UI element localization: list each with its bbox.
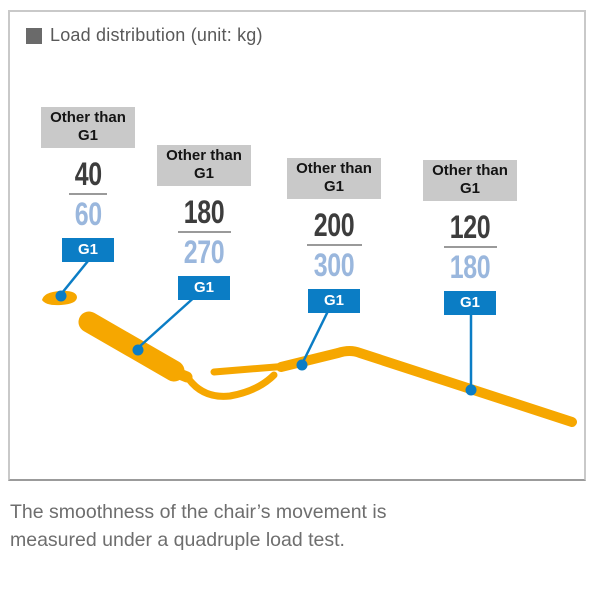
label-line-2: G1: [459, 180, 480, 198]
load-callout-1: Other than G1 40 60 G1: [28, 107, 148, 262]
callout-line-1: [61, 260, 89, 294]
callout-line-3: [301, 306, 332, 363]
load-callout-4: Other than G1 120 180 G1: [410, 160, 530, 315]
fraction-divider: [443, 245, 497, 248]
load-value-g1: 300: [313, 246, 355, 283]
other-than-g1-label: Other than G1: [41, 107, 135, 148]
fraction-divider: [306, 243, 362, 246]
data-point-dot-4: [465, 384, 477, 396]
other-than-g1-label: Other than G1: [423, 160, 517, 201]
fraction-divider: [69, 192, 107, 195]
caption-line-2: measured under a quadruple load test.: [10, 528, 345, 551]
panel-header: Load distribution (unit: kg): [26, 25, 263, 46]
fraction-divider: [177, 230, 231, 233]
load-callout-3: Other than G1 200 300 G1: [274, 158, 394, 313]
g1-badge: G1: [307, 288, 360, 313]
load-value-other: 40: [74, 155, 102, 192]
figure-caption: The smoothness of the chair’s movement i…: [10, 499, 386, 554]
load-value-g1: 180: [449, 248, 491, 285]
load-value-other: 200: [313, 206, 355, 243]
load-value-other: 120: [449, 208, 491, 245]
label-line-1: Other than: [432, 162, 508, 179]
load-value-g1: 270: [183, 233, 225, 270]
g1-badge: G1: [61, 237, 114, 262]
panel-title: Load distribution (unit: kg): [50, 25, 263, 45]
label-line-1: Other than: [296, 160, 372, 177]
data-point-dot-1: [55, 290, 67, 302]
label-line-1: Other than: [50, 109, 126, 126]
load-value-other: 180: [183, 193, 225, 230]
label-line-1: Other than: [166, 147, 242, 164]
caption-line-1: The smoothness of the chair’s movement i…: [10, 501, 387, 523]
other-than-g1-label: Other than G1: [287, 158, 381, 199]
load-callout-2: Other than G1 180 270 G1: [144, 145, 264, 300]
g1-badge: G1: [177, 275, 230, 300]
backrest-shape: [78, 311, 185, 382]
seat-line-shape: [210, 362, 292, 376]
backrest-taper-shape: [166, 365, 193, 383]
seat-scoop-shape: [184, 371, 278, 400]
g1-badge: G1: [443, 290, 496, 315]
other-than-g1-label: Other than G1: [157, 145, 251, 186]
data-point-dot-3: [296, 359, 308, 371]
data-point-dot-2: [132, 344, 144, 356]
square-bullet-icon: [26, 27, 42, 44]
label-line-2: G1: [77, 127, 98, 145]
load-value-g1: 60: [74, 195, 102, 232]
callout-line-2: [138, 293, 199, 348]
glide-curve-shape: [276, 346, 577, 427]
label-line-2: G1: [323, 178, 344, 196]
label-line-2: G1: [193, 165, 214, 183]
